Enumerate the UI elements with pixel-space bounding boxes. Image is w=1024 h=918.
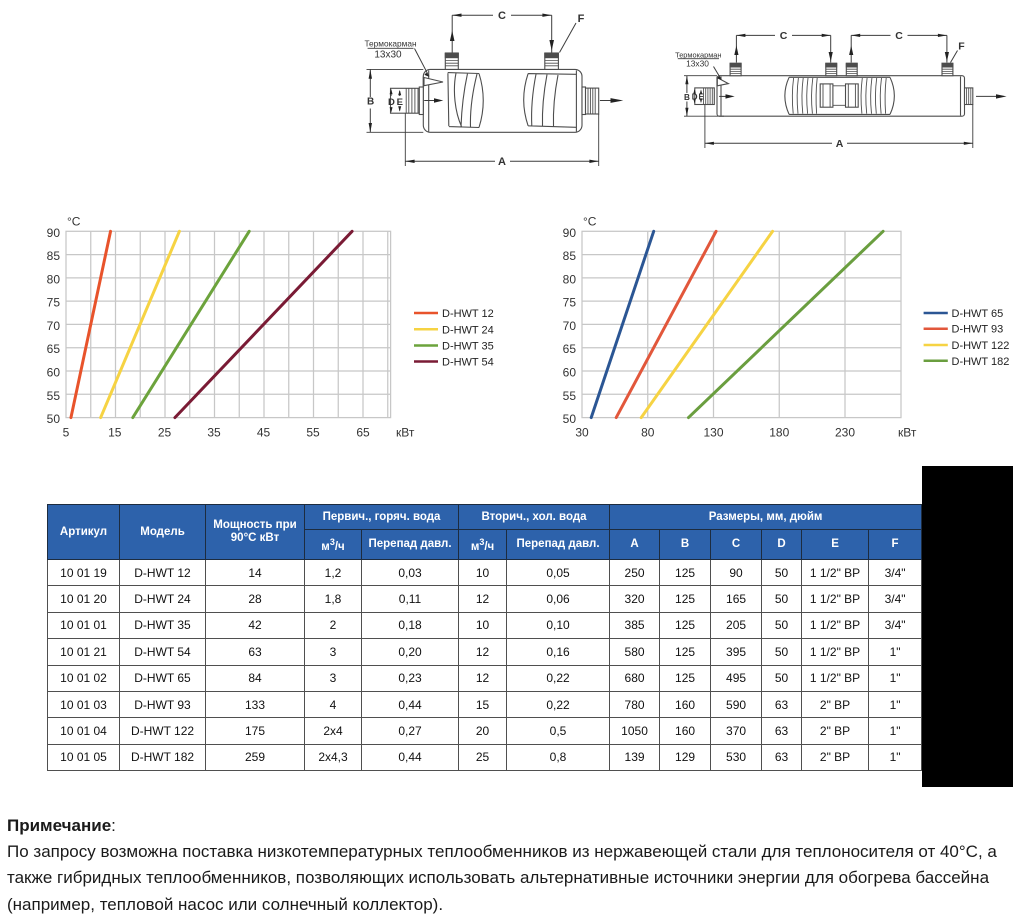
svg-text:30: 30: [575, 425, 589, 439]
svg-text:55: 55: [306, 425, 320, 439]
svg-text:50: 50: [47, 412, 61, 426]
svg-text:13х30: 13х30: [374, 50, 402, 61]
svg-text:65: 65: [47, 342, 61, 356]
svg-text:D-HWT 54: D-HWT 54: [442, 357, 494, 369]
svg-text:B: B: [367, 97, 374, 108]
svg-text:D-HWT 12: D-HWT 12: [442, 308, 494, 320]
svg-text:80: 80: [563, 272, 577, 286]
svg-text:D-HWT 35: D-HWT 35: [442, 341, 494, 353]
svg-text:70: 70: [47, 319, 61, 333]
svg-text:80: 80: [47, 272, 61, 286]
svg-text:D-HWT 93: D-HWT 93: [952, 324, 1004, 336]
svg-text:90: 90: [47, 226, 61, 240]
svg-text:55: 55: [47, 389, 61, 403]
svg-text:65: 65: [356, 425, 370, 439]
svg-text:°C: °C: [583, 215, 597, 229]
svg-text:25: 25: [158, 425, 172, 439]
svg-text:50: 50: [563, 412, 577, 426]
svg-text:D-HWT 65: D-HWT 65: [952, 308, 1004, 320]
svg-text:35: 35: [207, 425, 221, 439]
svg-text:D-HWT 182: D-HWT 182: [952, 356, 1010, 368]
svg-text:B: B: [684, 93, 690, 102]
svg-text:130: 130: [703, 425, 723, 439]
svg-text:80: 80: [641, 425, 655, 439]
svg-text:F: F: [958, 41, 965, 53]
svg-text:D-HWT 24: D-HWT 24: [442, 324, 494, 336]
svg-text:°C: °C: [67, 215, 81, 229]
svg-text:90: 90: [563, 226, 577, 240]
svg-text:A: A: [498, 156, 506, 168]
svg-text:F: F: [578, 13, 585, 25]
svg-text:85: 85: [47, 249, 61, 263]
svg-text:Термокарман: Термокарман: [675, 50, 721, 59]
svg-text:A: A: [836, 138, 844, 150]
svg-text:60: 60: [563, 366, 577, 380]
svg-text:65: 65: [563, 342, 577, 356]
svg-text:75: 75: [47, 296, 61, 310]
svg-text:45: 45: [257, 425, 271, 439]
svg-text:D: D: [692, 93, 698, 102]
svg-text:5: 5: [63, 425, 70, 439]
svg-text:D: D: [388, 97, 395, 108]
svg-text:E: E: [397, 97, 403, 108]
svg-text:55: 55: [563, 389, 577, 403]
svg-text:85: 85: [563, 249, 577, 263]
svg-text:70: 70: [563, 319, 577, 333]
svg-text:кВт: кВт: [898, 425, 917, 439]
svg-text:C: C: [780, 30, 788, 42]
svg-text:230: 230: [835, 425, 855, 439]
svg-text:кВт: кВт: [396, 425, 415, 439]
svg-text:Термокарман: Термокарман: [364, 39, 416, 49]
svg-text:C: C: [498, 10, 506, 22]
svg-text:D-HWT 122: D-HWT 122: [952, 340, 1010, 352]
svg-text:60: 60: [47, 366, 61, 380]
svg-text:C: C: [895, 30, 903, 42]
svg-text:15: 15: [108, 425, 122, 439]
svg-text:13х30: 13х30: [686, 59, 709, 69]
svg-text:180: 180: [769, 425, 789, 439]
svg-text:75: 75: [563, 296, 577, 310]
svg-text:E: E: [699, 93, 705, 102]
